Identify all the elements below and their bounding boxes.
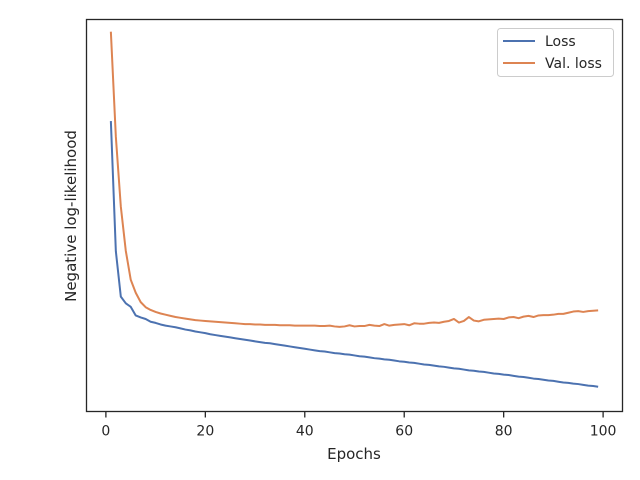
x-tick-label: 40	[296, 424, 314, 440]
legend: Loss Val. loss	[497, 28, 614, 77]
series-lines	[109, 31, 599, 388]
x-tick-label: 80	[495, 424, 513, 440]
series-line-val-loss	[109, 31, 599, 328]
x-tick-label: 60	[395, 424, 413, 440]
x-axis-ticks: 0 20 40 60 80 100	[101, 411, 617, 440]
legend-label-loss: Loss	[545, 34, 576, 50]
x-tick-label: 20	[196, 424, 214, 440]
x-tick-label: 0	[101, 424, 110, 440]
x-axis-label: Epochs	[327, 445, 381, 463]
plot-area	[86, 19, 623, 412]
legend-label-val-loss: Val. loss	[545, 56, 602, 72]
plot-frame	[85, 18, 624, 413]
x-tick-label: 100	[590, 424, 617, 440]
y-axis-label: Negative log-likelihood	[62, 130, 80, 302]
series-line-loss	[109, 120, 599, 388]
